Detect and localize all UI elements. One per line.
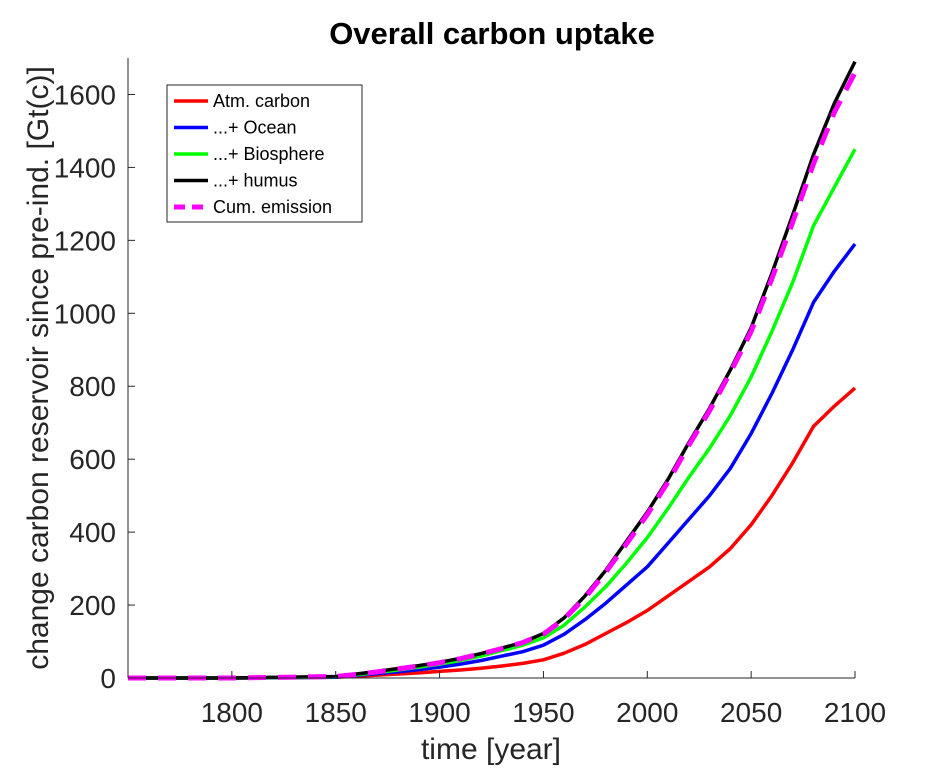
axes-layer <box>127 58 855 679</box>
y-tick-label: 1400 <box>54 152 116 183</box>
y-tick-label: 1000 <box>54 298 116 329</box>
chart-title: Overall carbon uptake <box>329 16 655 51</box>
x-tick-label: 2100 <box>824 697 886 728</box>
x-tick-label: 1800 <box>201 697 263 728</box>
y-tick-label: 400 <box>69 517 116 548</box>
x-tick-label: 2050 <box>720 697 782 728</box>
x-tick-label: 1850 <box>305 697 367 728</box>
legend-label-2: ...+ Biosphere <box>213 144 325 164</box>
x-tick-label: 1950 <box>512 697 574 728</box>
legend-label-3: ...+ humus <box>213 171 298 191</box>
legend-label-4: Cum. emission <box>213 197 332 217</box>
x-tick-label: 1900 <box>408 697 470 728</box>
legend-label-0: Atm. carbon <box>213 91 310 111</box>
series-line-4 <box>128 71 858 681</box>
legend-label-1: ...+ Ocean <box>213 118 297 138</box>
y-axis-label: change carbon reservoir since pre-ind. [… <box>22 66 55 670</box>
y-tick-label: 0 <box>100 663 116 694</box>
legend: Atm. carbon ...+ Ocean ...+ Biosphere ...+ … <box>166 84 363 223</box>
x-axis-label: time [year] <box>421 733 561 766</box>
y-tick-label: 600 <box>69 444 116 475</box>
y-tick-label: 1200 <box>54 225 116 256</box>
x-tick-label: 2000 <box>616 697 678 728</box>
series-line-0 <box>128 386 857 680</box>
y-tick-label: 800 <box>69 371 116 402</box>
series-layer <box>128 60 858 681</box>
y-tick-label: 200 <box>69 590 116 621</box>
y-tick-label: 1600 <box>54 79 116 110</box>
ticks-layer: 1800 1850 1900 1950 2000 2050 2100 0 200 400 600 80… <box>54 79 886 728</box>
